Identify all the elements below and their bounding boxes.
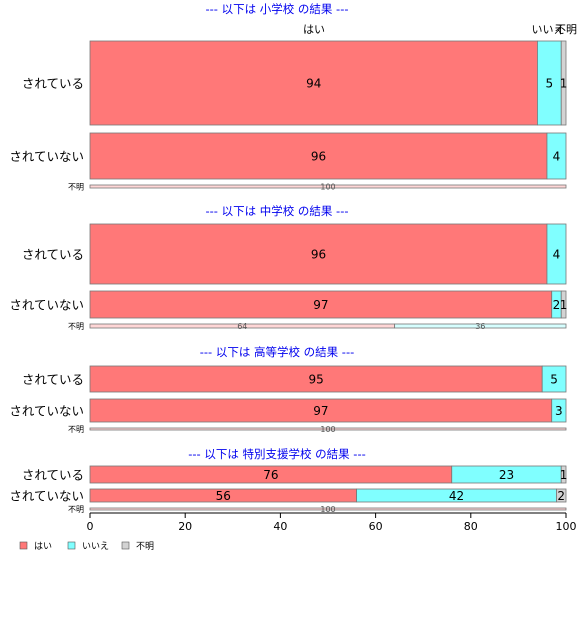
data-label-p4-r1-s2: 23: [499, 468, 514, 482]
row-label-p4-r2: されていない: [9, 489, 84, 504]
data-label-p2-r2-s2: 2: [553, 298, 561, 312]
panel-title-1: --- 以下は 小学校 の結果 ---: [205, 2, 348, 16]
data-label-p3-r1-s1: 95: [308, 373, 323, 387]
x-tick-label-3: 40: [273, 520, 287, 533]
data-label-p2-r1-s1: 96: [311, 248, 326, 262]
bar-segment-p2-r1-s2: [546, 223, 567, 285]
data-label-p1-r1-s2: 5: [546, 77, 554, 91]
bar-segment-p1-r2-s1: [89, 132, 548, 180]
panel-title-3: --- 以下は 高等学校 の結果 ---: [200, 345, 355, 359]
panel-title-2: --- 以下は 中学校 の結果 ---: [205, 204, 348, 218]
data-label-p4-r2-s3: 2: [557, 489, 565, 503]
row-label-p2-r3: 不明: [68, 322, 84, 331]
data-label-p1-r1-s1: 94: [306, 77, 321, 91]
legend-label-3: 不明: [136, 541, 154, 552]
bar-segment-p2-r2-s3: [560, 290, 567, 319]
row-label-p1-r2: されていない: [9, 149, 84, 164]
legend-swatch-2: [67, 541, 76, 550]
bar-segment-p3-r1-s2: [541, 365, 567, 393]
x-tick-label-6: 100: [556, 520, 577, 533]
row-label-p1-r3: 不明: [68, 183, 84, 192]
data-label-p4-r1-s3: 1: [560, 468, 568, 482]
data-label-p1-r2-s2: 4: [553, 150, 561, 164]
row-label-p4-r1: されている: [22, 468, 84, 483]
data-label-p1-r3-s1: 100: [320, 183, 335, 192]
x-tick-label-2: 20: [178, 520, 192, 533]
data-label-p2-r2-s3: 1: [560, 298, 568, 312]
data-label-p2-r3-s2: 36: [475, 322, 485, 331]
row-label-p3-r3: 不明: [68, 425, 84, 434]
data-label-p3-r3-s1: 100: [320, 425, 335, 434]
legend-swatch-1: [19, 541, 28, 550]
x-tick-label-5: 80: [464, 520, 478, 533]
data-label-p3-r2-s2: 3: [555, 404, 563, 418]
bar-segment-p1-r3-s1: [89, 184, 567, 189]
row-label-p3-r2: されていない: [9, 404, 84, 419]
row-label-p3-r1: されている: [22, 372, 84, 387]
bar-segment-p1-r1-s3: [560, 40, 567, 126]
bar-segment-p3-r1-s1: [89, 365, 543, 393]
row-label-p4-r3: 不明: [68, 505, 84, 514]
data-label-p2-r2-s1: 97: [313, 298, 328, 312]
row-label-p1-r1: されている: [22, 76, 84, 91]
data-label-p1-r1-s3: 1: [560, 77, 568, 91]
data-label-p4-r2-s2: 42: [449, 489, 464, 503]
bar-segment-p3-r2-s2: [551, 398, 567, 423]
panel-title-4: --- 以下は 特別支援学校 の結果 ---: [188, 447, 366, 461]
bar-segment-p4-r2-s3: [556, 488, 567, 503]
data-label-p2-r1-s2: 4: [553, 248, 561, 262]
data-label-p3-r2-s1: 97: [313, 404, 328, 418]
bar-segment-p4-r1-s3: [560, 465, 567, 484]
data-label-p3-r1-s2: 5: [550, 373, 558, 387]
data-label-p2-r3-s1: 64: [237, 322, 247, 331]
legend-label-1: はい: [34, 541, 52, 552]
legend-label-2: いいえ: [82, 541, 109, 552]
legend-swatch-3: [121, 541, 130, 550]
header-label-2: いいえ: [532, 23, 565, 36]
bar-segment-p2-r3-s2: [394, 323, 567, 329]
data-label-p1-r2-s1: 96: [311, 150, 326, 164]
data-label-p4-r1-s1: 76: [263, 468, 278, 482]
x-tick-label-4: 60: [369, 520, 383, 533]
bar-segment-p3-r3-s1: [89, 427, 567, 431]
bar-segment-p1-r2-s2: [546, 132, 567, 180]
x-tick-label-1: 0: [87, 520, 94, 533]
header-label-3: 不明: [555, 23, 577, 36]
row-label-p2-r1: されている: [22, 247, 84, 262]
bar-segment-p4-r3-s1: [89, 507, 567, 511]
header-label-1: はい: [303, 23, 325, 36]
data-label-p4-r3-s1: 100: [320, 505, 335, 514]
row-label-p2-r2: されていない: [9, 298, 84, 313]
data-label-p4-r2-s1: 56: [216, 489, 231, 503]
bar-segment-p2-r1-s1: [89, 223, 548, 285]
